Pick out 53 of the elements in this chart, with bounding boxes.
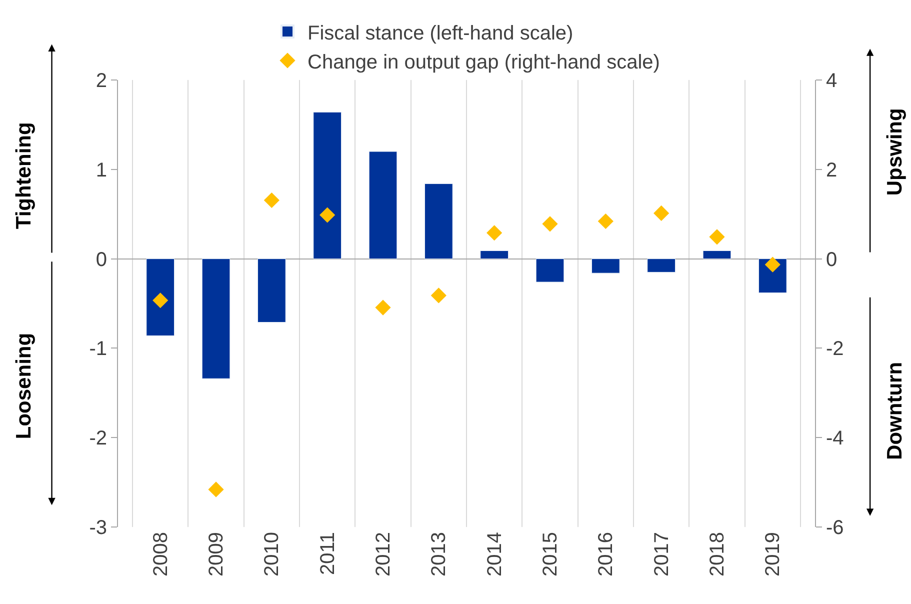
x-tick-label: 2009 bbox=[206, 532, 228, 576]
y-tick-label: -2 bbox=[89, 428, 107, 450]
y-tick-label: 1 bbox=[96, 159, 107, 182]
x-tick-label: 2008 bbox=[150, 532, 172, 576]
point bbox=[152, 292, 168, 308]
bar bbox=[702, 250, 732, 260]
y-tick-label: 0 bbox=[96, 248, 107, 271]
x-tick-label: 2015 bbox=[540, 532, 562, 576]
y-tick-label: 2 bbox=[96, 70, 107, 92]
point bbox=[598, 213, 614, 230]
y2-tick-label: 0 bbox=[826, 248, 838, 271]
x-tick-label: 2013 bbox=[428, 532, 450, 576]
bar bbox=[647, 258, 676, 272]
x-tick-label: 2018 bbox=[706, 532, 728, 576]
legend-label: Change in output gap (right-hand scale) bbox=[308, 51, 660, 74]
x-tick-label: 2012 bbox=[372, 532, 394, 576]
bar bbox=[146, 258, 175, 336]
y2-tick-label: -6 bbox=[826, 517, 844, 539]
point bbox=[542, 216, 558, 232]
point bbox=[654, 205, 670, 222]
x-tick-label: 2011 bbox=[316, 532, 339, 576]
text: Tightening bbox=[12, 122, 36, 230]
bar bbox=[480, 250, 508, 260]
bar bbox=[202, 258, 230, 379]
text: Upswing bbox=[884, 108, 907, 196]
point bbox=[709, 229, 725, 245]
x-tick-label: 2016 bbox=[595, 532, 618, 576]
y-tick-label: -3 bbox=[89, 517, 107, 539]
point bbox=[430, 288, 446, 304]
point bbox=[486, 225, 502, 241]
bar bbox=[313, 112, 342, 260]
point bbox=[764, 256, 780, 272]
y2-tick-label: -2 bbox=[826, 338, 844, 360]
x-tick-label: 2010 bbox=[261, 532, 284, 576]
text: Downturn bbox=[883, 362, 906, 460]
bar bbox=[368, 151, 398, 260]
point bbox=[208, 482, 224, 498]
point bbox=[320, 207, 336, 223]
bar bbox=[424, 183, 453, 260]
x-tick-label: 2014 bbox=[484, 532, 506, 576]
y2-tick-label: -4 bbox=[826, 428, 844, 450]
y-tick-label: -1 bbox=[89, 338, 107, 360]
point bbox=[264, 192, 280, 208]
x-tick-label: 2019 bbox=[762, 532, 784, 576]
point bbox=[375, 300, 391, 316]
bar bbox=[258, 258, 286, 323]
text: Loosening bbox=[12, 332, 36, 440]
y2-tick-label: 2 bbox=[826, 159, 838, 182]
y2-tick-label: 4 bbox=[826, 70, 838, 92]
bar bbox=[536, 258, 564, 282]
x-tick-label: 2017 bbox=[650, 532, 673, 576]
legend-label: Fiscal stance (left-hand scale) bbox=[308, 22, 574, 44]
bar bbox=[591, 258, 620, 274]
